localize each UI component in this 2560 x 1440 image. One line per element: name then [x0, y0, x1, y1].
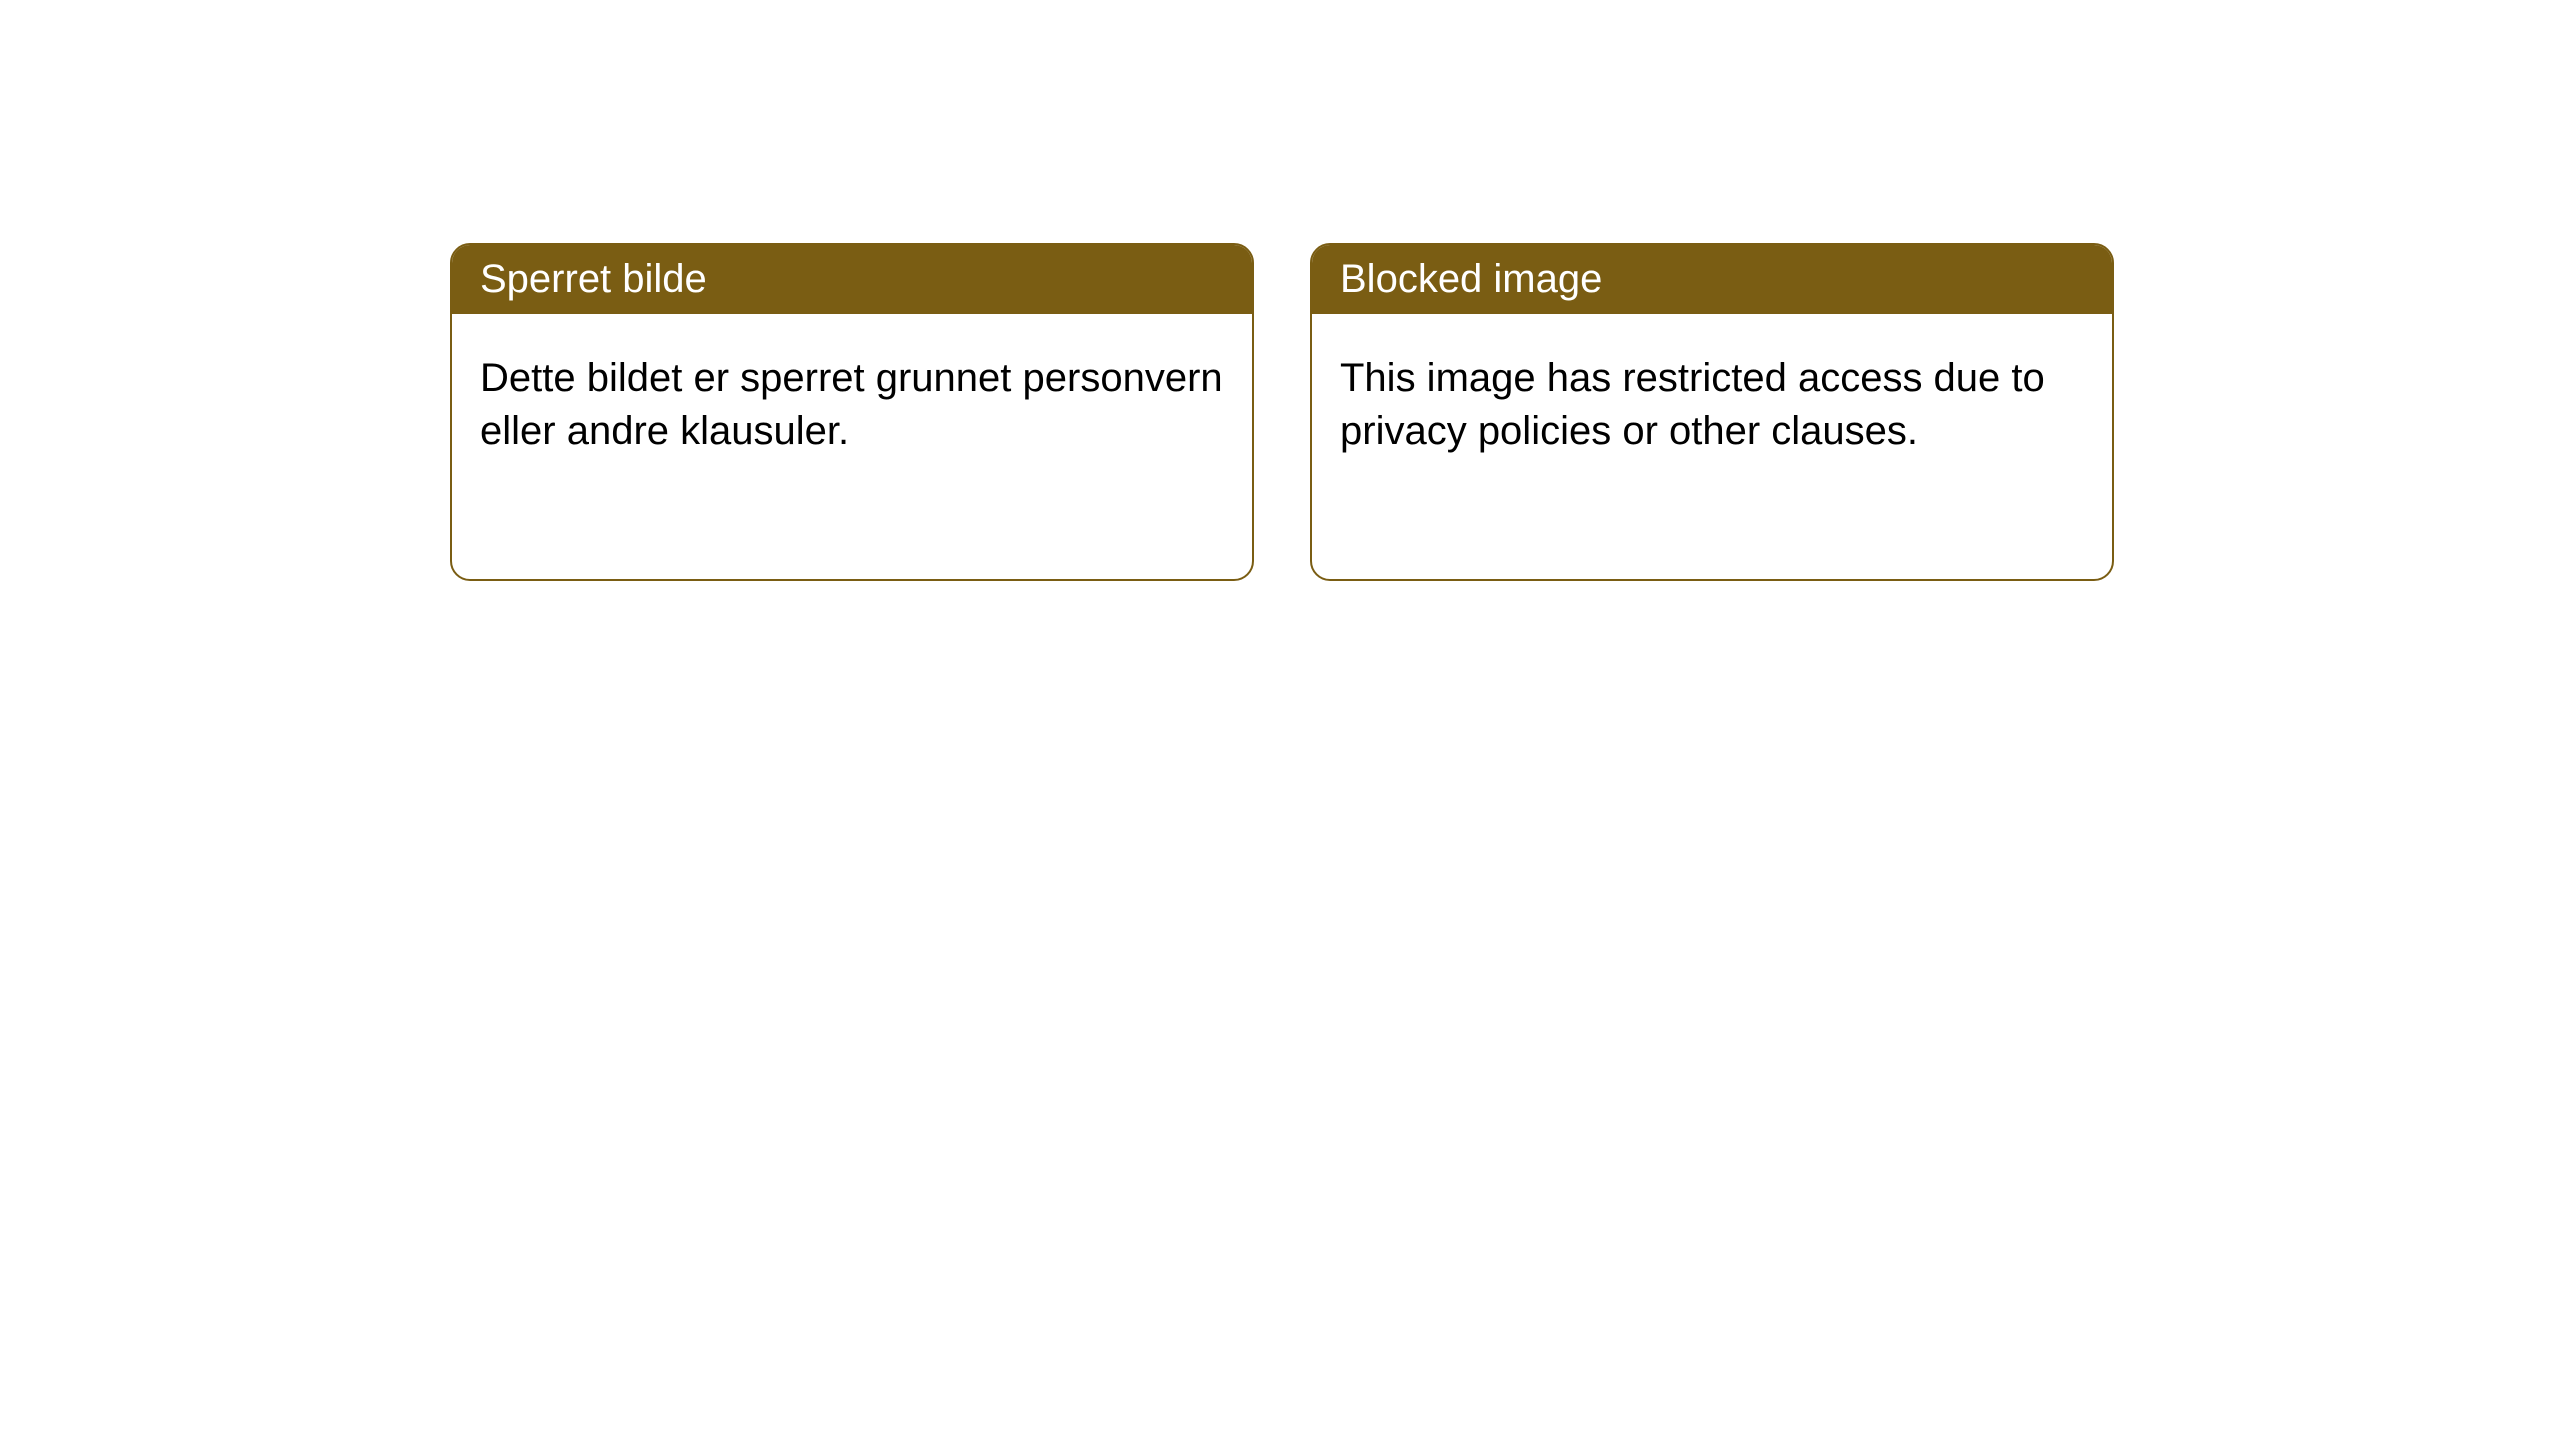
card-header: Blocked image	[1312, 245, 2112, 314]
notice-card-norwegian: Sperret bilde Dette bildet er sperret gr…	[450, 243, 1254, 581]
card-body: Dette bildet er sperret grunnet personve…	[452, 314, 1252, 496]
card-body-text: Dette bildet er sperret grunnet personve…	[480, 356, 1223, 453]
card-title: Sperret bilde	[480, 257, 707, 301]
card-body: This image has restricted access due to …	[1312, 314, 2112, 496]
notice-cards-container: Sperret bilde Dette bildet er sperret gr…	[450, 243, 2114, 581]
card-title: Blocked image	[1340, 257, 1602, 301]
notice-card-english: Blocked image This image has restricted …	[1310, 243, 2114, 581]
card-body-text: This image has restricted access due to …	[1340, 356, 2045, 453]
card-header: Sperret bilde	[452, 245, 1252, 314]
